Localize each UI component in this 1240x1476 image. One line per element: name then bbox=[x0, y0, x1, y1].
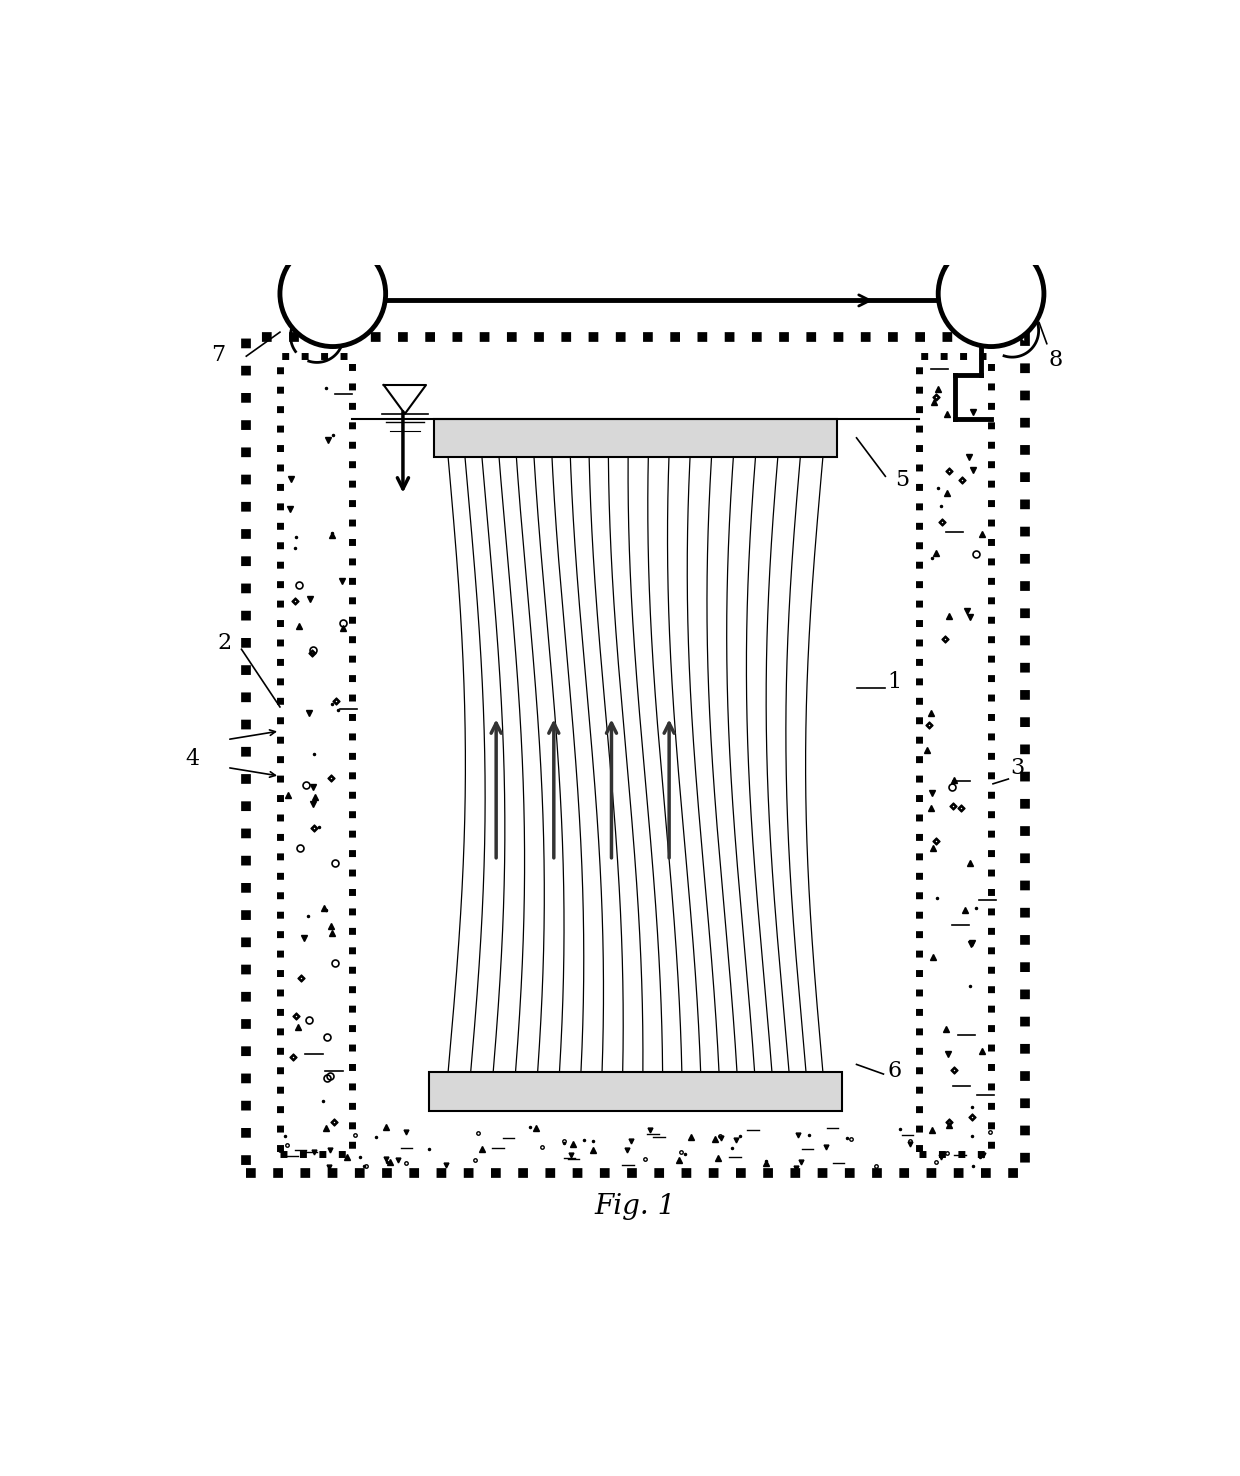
Bar bbox=[280, 356, 352, 1154]
Bar bbox=[252, 1120, 1019, 1168]
Bar bbox=[429, 1072, 842, 1110]
Circle shape bbox=[280, 241, 386, 347]
Text: 4: 4 bbox=[186, 748, 200, 769]
Bar bbox=[280, 356, 352, 1154]
Bar bbox=[919, 356, 991, 1154]
Text: 1: 1 bbox=[888, 670, 901, 692]
Circle shape bbox=[939, 241, 1044, 347]
Bar bbox=[247, 337, 1024, 1173]
Text: 7: 7 bbox=[211, 344, 224, 366]
Text: 8: 8 bbox=[1049, 348, 1063, 370]
Text: 5: 5 bbox=[895, 469, 909, 492]
Bar bbox=[919, 356, 991, 1154]
Bar bbox=[434, 419, 837, 458]
Text: 3: 3 bbox=[1011, 757, 1024, 779]
Text: 2: 2 bbox=[217, 632, 232, 654]
Text: Fig. 1: Fig. 1 bbox=[595, 1193, 676, 1221]
Bar bbox=[247, 337, 1024, 1173]
Text: 6: 6 bbox=[888, 1060, 901, 1082]
